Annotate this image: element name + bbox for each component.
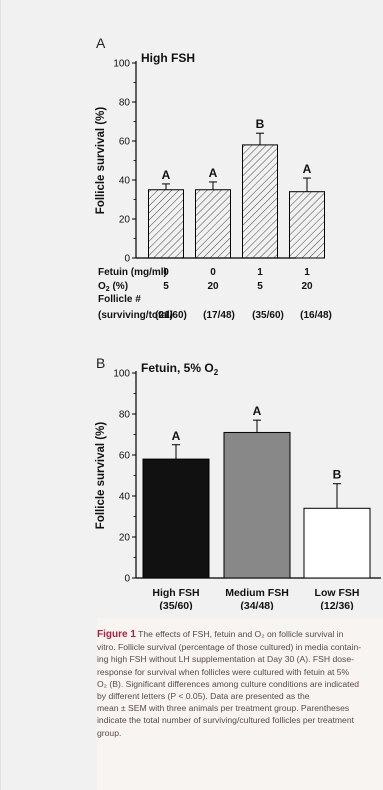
- o2-value: 5: [257, 281, 263, 292]
- follicle-count: (12/36): [320, 600, 353, 610]
- o2-value: 5: [163, 281, 169, 292]
- bar: [195, 189, 231, 259]
- follicle-count: (17/48): [203, 310, 235, 321]
- follicle-count: (35/60): [252, 310, 284, 321]
- follicle-count: (16/48): [300, 310, 332, 321]
- bar: [223, 431, 291, 579]
- y-tick-label: 0: [124, 254, 130, 265]
- y-axis-label: Follicle survival (%): [95, 107, 107, 215]
- y-tick-label: 40: [119, 176, 131, 187]
- fetuin-value: 1: [304, 267, 310, 278]
- category-label: High FSH: [152, 587, 199, 599]
- row-header-follicle: Follicle #: [98, 294, 141, 305]
- significance-letter: B: [256, 117, 265, 131]
- y-tick-label: 80: [119, 410, 131, 421]
- row-header-fetuin: Fetuin (mg/ml): [98, 267, 167, 278]
- figure-caption: Figure 1 The effects of FSH, fetuin and …: [97, 628, 383, 739]
- bar: [142, 458, 210, 579]
- row-header-surviving-total: (surviving/total): [98, 310, 173, 321]
- significance-letter: A: [253, 404, 262, 418]
- chart-panel-b: B 0 20 40 60 80 100 Follicle survival (%) Fetuin…: [95, 355, 381, 610]
- caption-line-2: vitro. Follicle survival (percentage of …: [97, 642, 362, 653]
- fetuin-value: 0: [163, 267, 169, 278]
- panel-letter: A: [96, 35, 106, 51]
- bar: [303, 507, 371, 579]
- caption-line-9: group.: [97, 727, 122, 738]
- y-tick-label: 20: [119, 533, 131, 544]
- follicle-count: (35/60): [159, 600, 192, 610]
- chart-title: High FSH: [141, 51, 195, 65]
- caption-figure-label: Figure 1: [97, 629, 136, 640]
- panel-letter: B: [96, 355, 105, 371]
- significance-letter: A: [303, 162, 312, 176]
- caption-background: [97, 618, 383, 790]
- y-tick-label: 100: [113, 59, 130, 70]
- bar: [289, 191, 325, 259]
- y-tick-label: 60: [119, 137, 131, 148]
- caption-line-3: ing high FSH without LH supplementation …: [97, 654, 354, 665]
- significance-letter: A: [209, 166, 218, 180]
- caption-line-4: response for survival when follicles wer…: [97, 666, 350, 677]
- caption-line-1: Figure 1 The effects of FSH, fetuin and …: [97, 628, 383, 641]
- y-tick-label: 60: [119, 451, 131, 462]
- caption-line-8: indicate the total number of surviving/c…: [97, 715, 354, 726]
- bar: [242, 144, 278, 259]
- y-tick-label: 100: [113, 369, 130, 380]
- caption-line-7: mean ± SEM with three animals per treatm…: [97, 703, 350, 714]
- y-tick-label: 20: [119, 215, 131, 226]
- category-label: Low FSH: [315, 587, 360, 599]
- significance-letter: A: [162, 168, 171, 182]
- y-tick-label: 0: [124, 574, 130, 585]
- y-tick-label: 40: [119, 492, 131, 503]
- follicle-count: (21/60): [155, 310, 187, 321]
- follicle-count: (34/48): [240, 600, 273, 610]
- significance-letter: A: [172, 429, 181, 443]
- fetuin-value: 0: [210, 267, 216, 278]
- o2-value: 20: [301, 281, 313, 292]
- fetuin-value: 1: [257, 267, 263, 278]
- caption-text-1: The effects of FSH, fetuin and O₂ on fol…: [135, 629, 344, 639]
- category-label: Medium FSH: [225, 587, 289, 599]
- chart-title: Fetuin, 5% O2: [141, 361, 219, 377]
- bar: [148, 189, 184, 259]
- y-axis-label: Follicle survival (%): [95, 422, 107, 530]
- significance-letter: B: [333, 468, 342, 482]
- o2-value: 20: [207, 281, 219, 292]
- caption-line-5: O₂ (B). Significant differences among cu…: [97, 678, 360, 689]
- row-header-o2: O2 (%): [98, 281, 128, 293]
- y-tick-label: 80: [119, 98, 131, 109]
- caption-line-6: by different letters (P < 0.05). Data ar…: [97, 691, 310, 702]
